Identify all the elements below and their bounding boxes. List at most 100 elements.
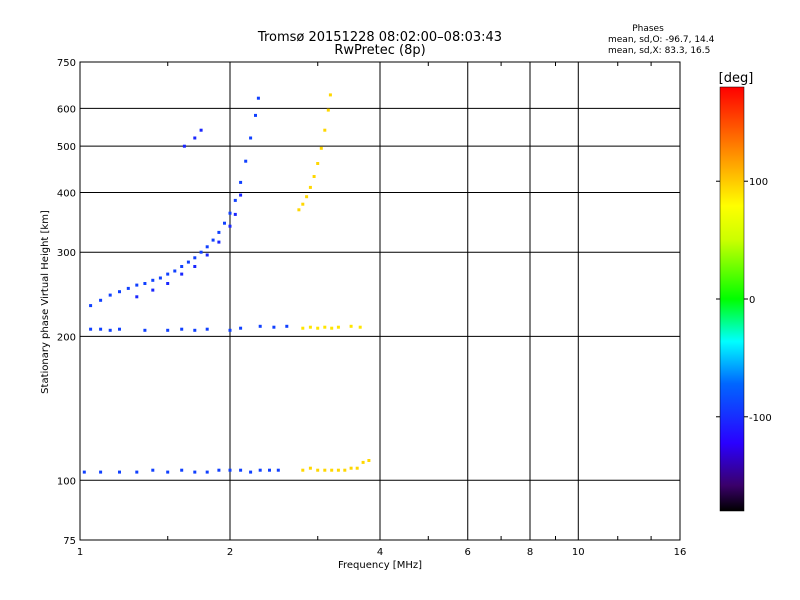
data-point [316, 162, 320, 165]
data-point [205, 253, 209, 257]
data-point [336, 325, 340, 329]
data-point [228, 328, 232, 332]
data-point [316, 326, 320, 330]
data-point [358, 325, 362, 329]
colorbar-label: [deg] [719, 71, 754, 86]
stats-title: Phases [632, 24, 664, 34]
data-point [244, 159, 248, 163]
data-point [239, 326, 243, 330]
data-point [285, 324, 289, 328]
data-point [268, 468, 271, 472]
data-point [205, 245, 209, 249]
data-point [118, 327, 121, 331]
plot-frame [79, 61, 681, 541]
data-point [233, 212, 237, 216]
data-point [312, 175, 316, 178]
data-point [239, 468, 243, 472]
data-point [166, 470, 170, 474]
data-point [323, 468, 327, 472]
stats-o-line: mean, sd,O: -96.7, 14.4 [608, 35, 715, 45]
y-tick-label: 300 [57, 248, 76, 259]
data-point [330, 468, 334, 472]
data-point [223, 221, 226, 225]
data-point [233, 198, 237, 202]
data-point [254, 113, 257, 117]
data-point [193, 328, 197, 332]
data-point [143, 328, 147, 332]
data-point [297, 208, 301, 212]
data-point [249, 136, 253, 140]
data-point [82, 470, 86, 474]
data-point [336, 468, 340, 472]
y-tick-label: 500 [57, 142, 76, 153]
data-point [193, 470, 197, 474]
data-point [349, 466, 353, 470]
x-tick-label: 4 [377, 547, 383, 558]
data-point [89, 304, 93, 308]
data-point [308, 185, 312, 189]
data-point [199, 250, 203, 254]
data-point [249, 470, 253, 474]
colorbar [719, 86, 745, 512]
colorbar-tick-label: 100 [749, 177, 768, 188]
data-point [135, 283, 139, 287]
data-point [180, 272, 184, 276]
data-point [99, 298, 103, 302]
data-point [211, 238, 215, 242]
data-point [301, 326, 305, 330]
data-point [89, 327, 93, 331]
y-tick-label: 75 [63, 536, 76, 547]
data-point [228, 468, 232, 472]
data-point [193, 256, 197, 260]
data-point [166, 282, 170, 285]
x-tick-label: 16 [674, 547, 687, 558]
data-point [343, 468, 347, 472]
x-tick-label: 6 [465, 547, 471, 558]
data-point [326, 108, 330, 112]
colorbar-tick-label: -100 [749, 413, 772, 424]
data-point [193, 265, 197, 268]
data-point [199, 128, 203, 132]
data-point [258, 468, 262, 472]
x-tick-label: 10 [572, 547, 585, 558]
data-point [228, 211, 232, 215]
data-point [118, 290, 121, 294]
x-tick-label: 8 [527, 547, 533, 558]
data-point [99, 327, 103, 331]
data-point [205, 470, 209, 474]
data-point [305, 195, 309, 199]
data-point [135, 470, 139, 474]
data-point [228, 224, 232, 228]
data-point [355, 466, 359, 470]
stats-x-line: mean, sd,X: 83.3, 16.5 [608, 46, 710, 56]
data-point [186, 260, 190, 264]
data-point [330, 326, 334, 330]
data-point [256, 96, 260, 100]
data-point [323, 128, 327, 132]
data-point [180, 468, 184, 472]
data-point [258, 324, 262, 328]
chart-subtitle: RwPretec (8p) [334, 43, 425, 58]
data-point [316, 468, 320, 472]
data-point [323, 325, 327, 329]
data-point [301, 468, 305, 472]
data-point [180, 265, 184, 268]
data-point [151, 468, 155, 472]
data-point [308, 325, 312, 329]
y-tick-label: 600 [57, 104, 76, 115]
y-tick-label: 200 [57, 332, 76, 343]
data-point [361, 460, 365, 464]
data-point [108, 293, 112, 297]
colorbar-tick-label: 0 [749, 295, 755, 306]
chart-title: Tromsø 20151228 08:02:00–08:03:43 [257, 30, 502, 45]
data-point [239, 193, 243, 197]
data-point [205, 327, 209, 331]
data-point [367, 459, 371, 462]
data-point [349, 324, 353, 328]
data-point [126, 286, 130, 290]
data-point [158, 276, 162, 280]
data-point [151, 288, 155, 292]
y-tick-label: 750 [57, 58, 76, 69]
